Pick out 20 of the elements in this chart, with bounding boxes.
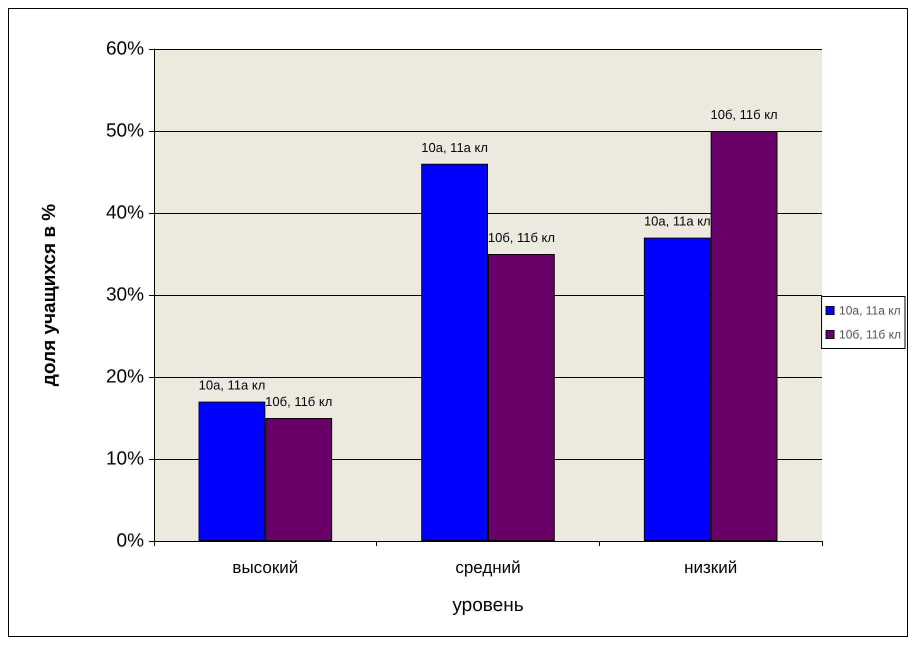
x-axis-title: уровень [452,595,524,616]
annotation: 10а, 11а кл [421,140,488,155]
y-tick-label: 50% [106,120,144,142]
y-axis-title: доля учащихся в % [39,204,60,386]
annotation: 10б, 11б кл [710,107,778,122]
legend-label: 10б, 11б кл [839,328,902,342]
y-tick-label: 20% [106,366,144,388]
annotation: 10б, 11б кл [265,394,332,409]
y-tick-label: 0% [116,530,144,552]
y-tick-label: 40% [106,202,144,224]
y-tick-label: 10% [106,448,144,470]
x-tick-label: высокий [232,558,298,577]
x-tick-label: средний [455,558,521,577]
y-tick-label: 60% [106,38,144,60]
x-tick-label: низкий [684,558,738,577]
legend-label: 10а, 11а кл [839,304,901,318]
annotation: 10б, 11б кл [488,230,555,245]
annotation: 10а, 11а кл [198,378,266,393]
annotation: 10а, 11а кл [644,214,711,229]
y-tick-label: 30% [106,284,144,306]
